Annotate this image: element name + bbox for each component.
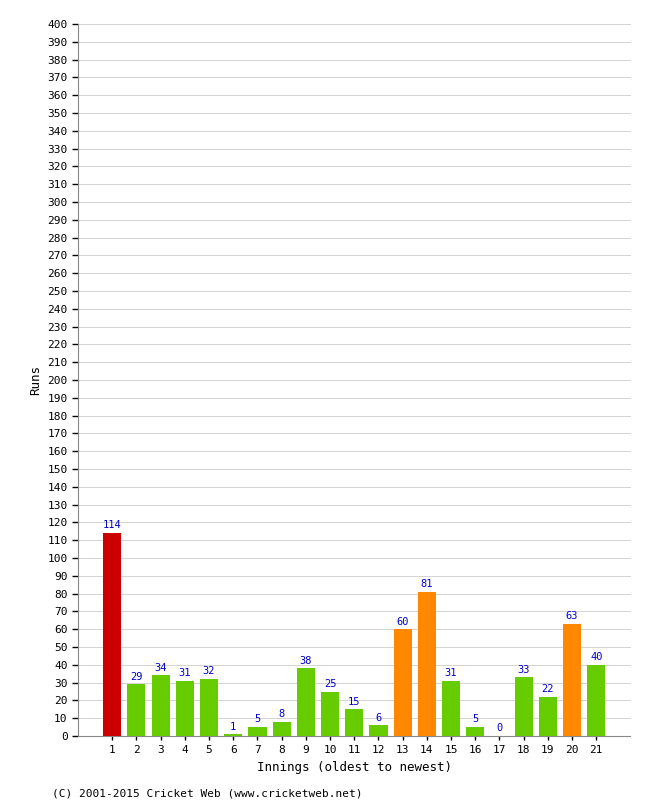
X-axis label: Innings (oldest to newest): Innings (oldest to newest) bbox=[257, 761, 452, 774]
Bar bbox=[321, 691, 339, 736]
Y-axis label: Runs: Runs bbox=[29, 365, 42, 395]
Bar bbox=[587, 665, 605, 736]
Text: 114: 114 bbox=[103, 521, 122, 530]
Text: 60: 60 bbox=[396, 617, 409, 626]
Bar bbox=[345, 710, 363, 736]
Bar bbox=[442, 681, 460, 736]
Text: 81: 81 bbox=[421, 579, 433, 589]
Bar bbox=[224, 734, 242, 736]
Text: 15: 15 bbox=[348, 697, 361, 706]
Text: 1: 1 bbox=[230, 722, 237, 731]
Bar bbox=[272, 722, 291, 736]
Bar bbox=[466, 727, 484, 736]
Text: 5: 5 bbox=[472, 714, 478, 725]
Text: 29: 29 bbox=[130, 672, 142, 682]
Text: 6: 6 bbox=[375, 713, 382, 722]
Text: 33: 33 bbox=[517, 665, 530, 674]
Text: 32: 32 bbox=[203, 666, 215, 676]
Bar bbox=[297, 668, 315, 736]
Bar bbox=[248, 727, 266, 736]
Text: 0: 0 bbox=[497, 723, 502, 734]
Bar bbox=[369, 726, 387, 736]
Bar bbox=[200, 679, 218, 736]
Text: 38: 38 bbox=[300, 656, 312, 666]
Text: 22: 22 bbox=[541, 684, 554, 694]
Bar bbox=[127, 684, 146, 736]
Text: 34: 34 bbox=[154, 663, 167, 673]
Bar bbox=[103, 533, 122, 736]
Text: 25: 25 bbox=[324, 679, 336, 689]
Bar bbox=[515, 678, 533, 736]
Bar bbox=[394, 630, 411, 736]
Bar bbox=[176, 681, 194, 736]
Bar bbox=[418, 592, 436, 736]
Text: 8: 8 bbox=[278, 709, 285, 719]
Text: 40: 40 bbox=[590, 652, 603, 662]
Bar bbox=[539, 697, 557, 736]
Bar bbox=[563, 624, 581, 736]
Text: 5: 5 bbox=[254, 714, 261, 725]
Text: 31: 31 bbox=[445, 668, 458, 678]
Text: 63: 63 bbox=[566, 611, 578, 621]
Text: 31: 31 bbox=[179, 668, 191, 678]
Text: (C) 2001-2015 Cricket Web (www.cricketweb.net): (C) 2001-2015 Cricket Web (www.cricketwe… bbox=[52, 788, 363, 798]
Bar bbox=[151, 675, 170, 736]
